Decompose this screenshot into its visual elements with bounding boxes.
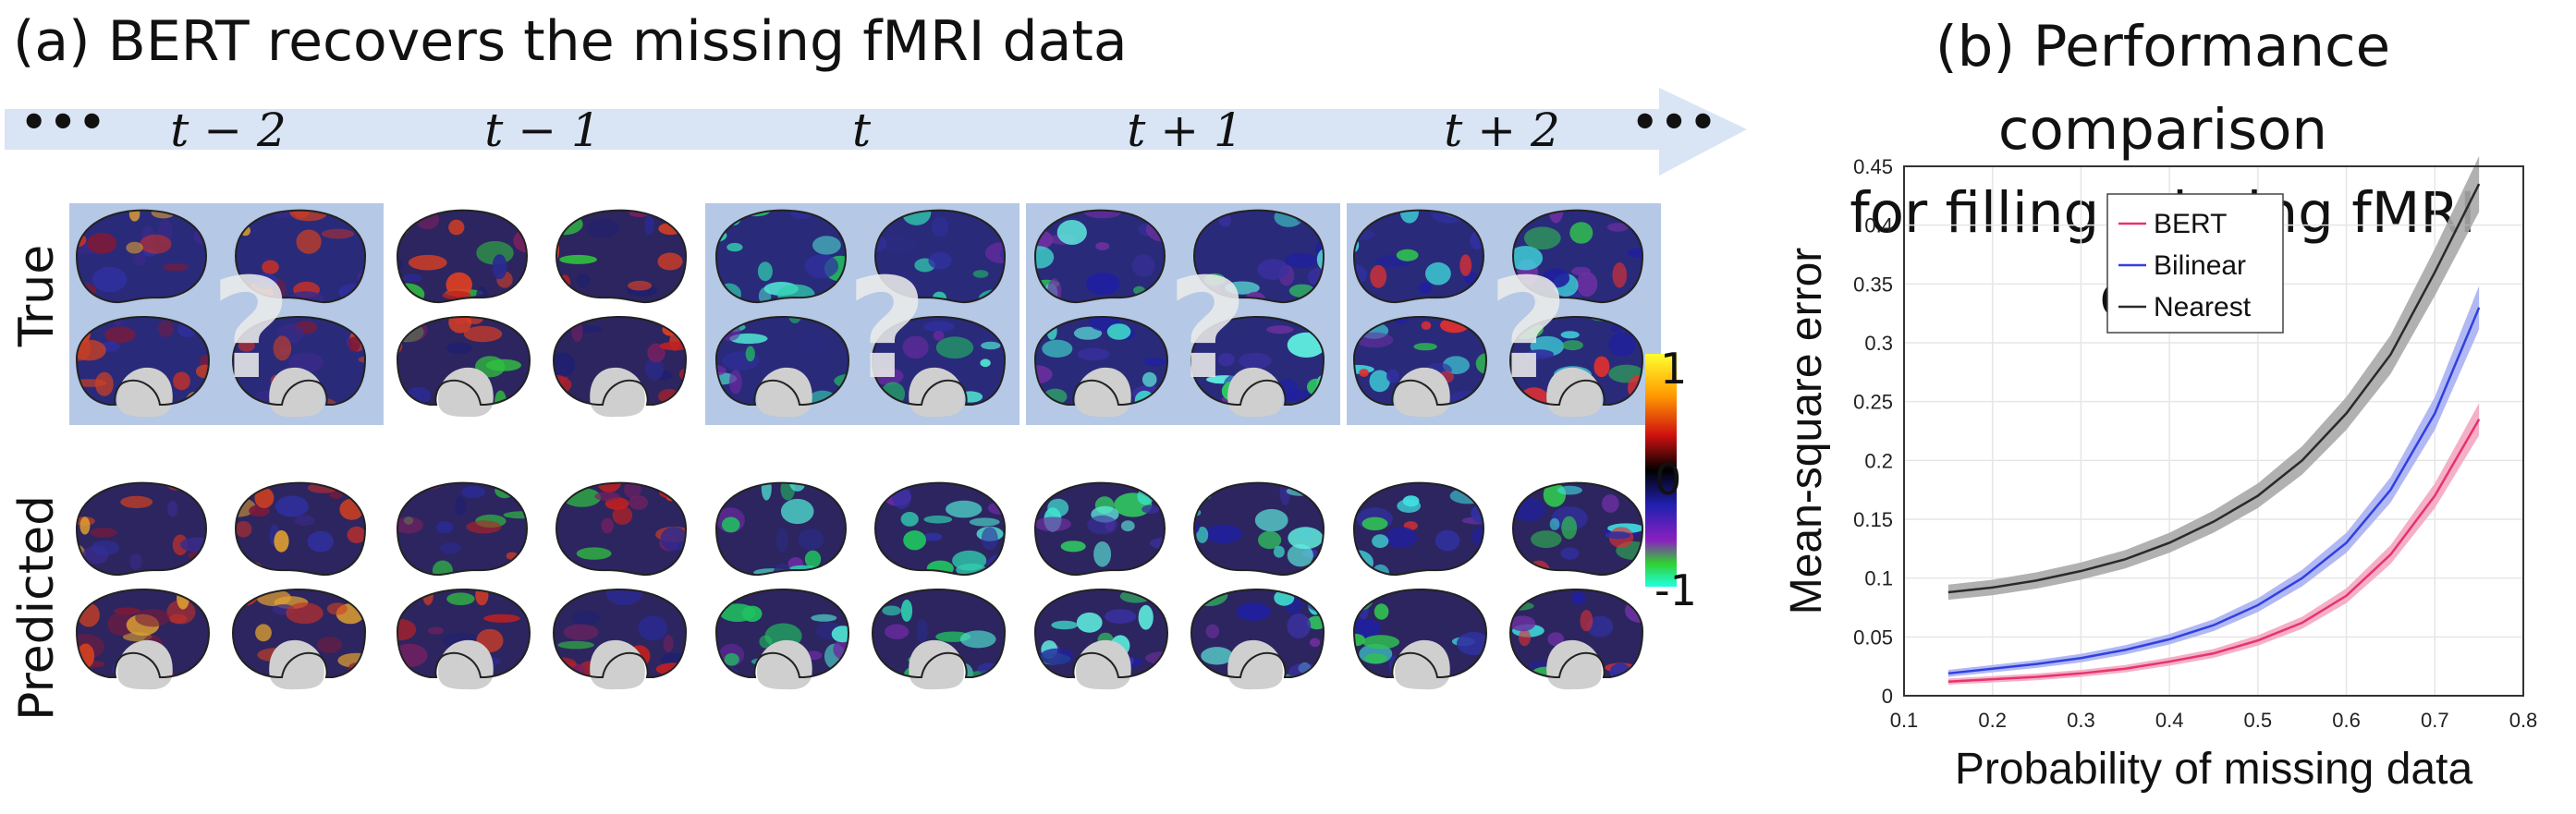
brain-surface-group <box>72 203 377 429</box>
chart-x-tick-label: 0.5 <box>2244 709 2273 732</box>
panel-a-title: (a) BERT recovers the missing fMRI data <box>13 9 1128 74</box>
chart-x-tick-label: 0.8 <box>2509 709 2538 732</box>
brain-hemisphere <box>231 588 367 690</box>
brain-hemisphere <box>1033 481 1166 577</box>
time-label-t-plus-2: t + 2 <box>1444 103 1560 157</box>
brain-surface-group <box>393 476 698 701</box>
time-label-t-plus-1: t + 1 <box>1127 103 1243 157</box>
chart-legend-box <box>2106 193 2284 334</box>
brain-hemisphere <box>873 481 1007 577</box>
chart-x-tick-label: 0.6 <box>2332 709 2361 732</box>
brain-hemisphere <box>396 209 529 304</box>
chart-x-tick-label: 0.4 <box>2155 709 2184 732</box>
question-mark-t-plus-2: ? <box>1488 249 1569 410</box>
brain-hemisphere <box>75 588 211 690</box>
brain-hemisphere <box>1352 209 1485 304</box>
brain-hemisphere <box>1033 588 1169 690</box>
colorbar <box>1645 354 1677 587</box>
chart-x-tick-label: 0.3 <box>2067 709 2095 732</box>
brain-surface-group <box>1031 203 1336 429</box>
chart-x-tick-label: 0.7 <box>2421 709 2449 732</box>
chart-x-tick-label: 0.2 <box>1978 709 2007 732</box>
colorbar-min-label: -1 <box>1654 565 1697 615</box>
chart-x-tick-label: 0.1 <box>1890 709 1919 732</box>
brain-hemisphere <box>396 588 531 690</box>
row-label-true: True <box>9 244 65 347</box>
ellipsis-left: ••• <box>20 97 108 147</box>
chart-y-tick-label: 0 <box>1882 685 1893 708</box>
colorbar-mid-label: 0 <box>1654 455 1682 504</box>
brain-surface-group <box>1349 203 1654 429</box>
chart-y-axis-label: Mean-square error <box>1782 248 1831 615</box>
brain-hemisphere <box>714 481 848 577</box>
brain-surface-group <box>712 476 1017 701</box>
colorbar-max-label: 1 <box>1660 344 1688 394</box>
chart-line-bert <box>1947 419 2481 683</box>
chart-y-tick-label: 0.3 <box>1864 332 1893 355</box>
brain-hemisphere <box>1190 588 1325 690</box>
ellipsis-right: ••• <box>1631 97 1719 147</box>
time-label-t-minus-1: t − 1 <box>484 103 601 157</box>
chart-y-tick-label: 0.45 <box>1853 155 1893 178</box>
mse-chart: 0.1 0.2 0.3 0.4 0.5 0.6 0.7 0.8 0 0.05 0.1 0.15 0.2 0… <box>1782 155 2537 794</box>
chart-ticks: 0.1 0.2 0.3 0.4 0.5 0.6 0.7 0.8 0 0.05 0.1 0.15 0.2 0… <box>1853 155 2537 732</box>
brain-hemisphere <box>555 481 688 577</box>
row-label-predicted: Predicted <box>9 494 65 721</box>
brain-surface-group <box>1031 476 1336 701</box>
chart-y-tick-label: 0.25 <box>1853 391 1893 414</box>
brain-hemisphere <box>1511 481 1644 577</box>
chart-line-nearest <box>1947 183 2481 594</box>
brain-hemisphere <box>714 315 850 418</box>
chart-legend: BERT Bilinear Nearest <box>2106 193 2284 334</box>
brain-hemisphere <box>552 588 688 690</box>
brain-hemisphere <box>234 209 367 304</box>
chart-legend-label-bert: BERT <box>2154 209 2227 239</box>
brain-hemisphere <box>1352 315 1488 418</box>
question-mark-t: ? <box>847 249 928 410</box>
brain-hemisphere <box>75 481 208 577</box>
chart-legend-label-bilinear: Bilinear <box>2154 250 2246 281</box>
chart-y-tick-label: 0.4 <box>1864 214 1893 237</box>
brain-hemisphere <box>1352 588 1488 690</box>
brain-hemisphere <box>1192 209 1325 304</box>
brain-surface-group <box>712 203 1017 429</box>
question-mark-t-plus-1: ? <box>1167 249 1249 410</box>
brain-surface-group <box>72 476 377 701</box>
question-mark-t-minus-2: ? <box>211 249 292 410</box>
brain-hemisphere <box>555 209 688 304</box>
brain-hemisphere <box>75 315 211 418</box>
chart-y-tick-label: 0.1 <box>1864 567 1893 590</box>
brain-hemisphere <box>75 209 208 304</box>
chart-y-tick-label: 0.15 <box>1853 508 1893 531</box>
chart-y-tick-label: 0.35 <box>1853 273 1893 296</box>
brain-hemisphere <box>1192 481 1325 577</box>
brain-hemisphere <box>396 315 531 418</box>
chart-line-bilinear <box>1947 307 2481 675</box>
brain-hemisphere <box>714 209 848 304</box>
brain-hemisphere <box>714 588 850 690</box>
brain-hemisphere <box>234 481 367 577</box>
chart-y-tick-label: 0.2 <box>1864 449 1893 472</box>
brain-hemisphere <box>552 315 688 418</box>
brain-surface-group <box>1349 476 1654 701</box>
chart-y-tick-label: 0.05 <box>1853 626 1893 649</box>
brain-hemisphere <box>231 315 367 418</box>
brain-hemisphere <box>396 481 529 577</box>
brain-hemisphere <box>871 588 1007 690</box>
time-label-t: t <box>851 103 872 157</box>
chart-x-axis-label: Probability of missing data <box>1955 745 2473 794</box>
chart-legend-label-nearest: Nearest <box>2154 292 2252 322</box>
brain-surface-group <box>393 203 698 429</box>
timeline-arrow <box>5 88 1747 176</box>
panel-b-title-line1: (b) Performance comparison <box>1935 14 2391 163</box>
brain-hemisphere <box>1190 315 1325 418</box>
chart-lines <box>1947 183 2481 683</box>
chart-frame <box>1903 165 2524 697</box>
brain-hemisphere <box>1033 315 1169 418</box>
brain-hemisphere <box>1352 481 1485 577</box>
time-label-t-minus-2: t − 2 <box>170 103 287 157</box>
brain-hemisphere <box>1033 209 1166 304</box>
brain-hemisphere <box>1508 588 1644 690</box>
